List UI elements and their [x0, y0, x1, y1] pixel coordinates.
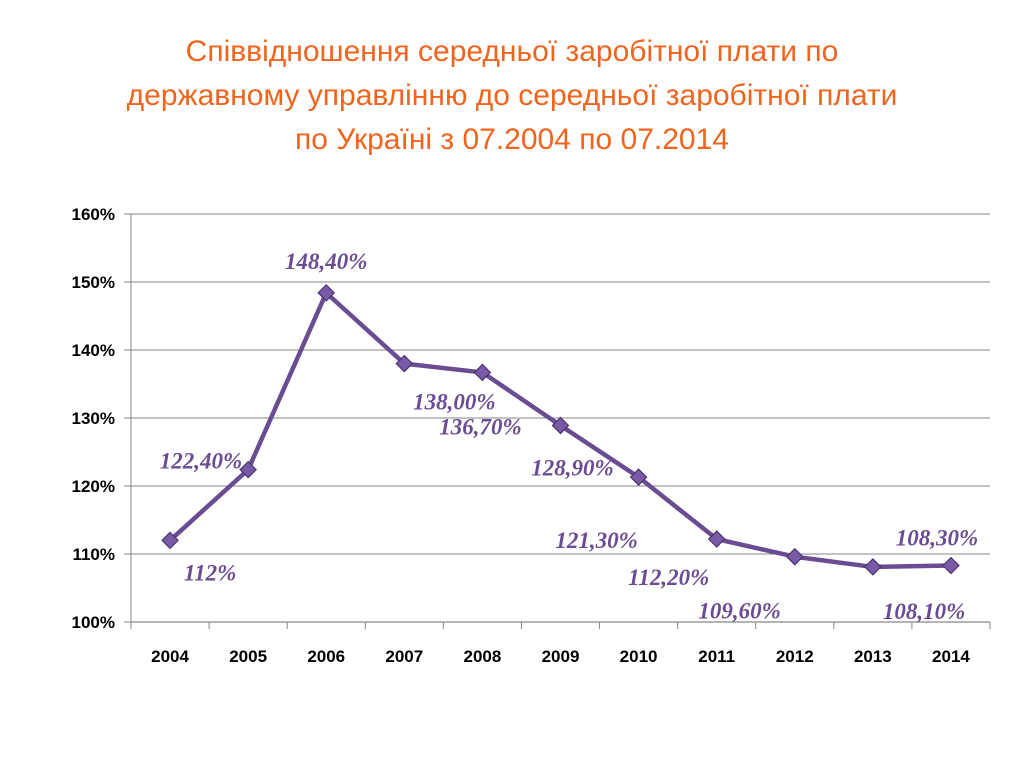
data-point-marker — [785, 547, 804, 566]
y-tick-label: 150% — [72, 273, 115, 292]
data-label: 108,30% — [896, 526, 978, 551]
chart-title-line-2: державному управлінню до середньої зароб… — [126, 79, 898, 112]
data-label: 128,90% — [531, 455, 613, 480]
x-tick-label: 2013 — [854, 647, 892, 666]
series — [161, 284, 960, 576]
x-tick-label: 2011 — [698, 647, 735, 666]
data-labels: 112% 122,40% 148,40% 138,00%136,70% 128,90% 1… — [160, 249, 978, 624]
y-tick-label: 100% — [72, 613, 115, 632]
data-label: 112% — [184, 560, 236, 585]
y-tick-label: 140% — [72, 341, 115, 360]
data-point-marker — [551, 416, 570, 435]
x-tick-label: 2012 — [776, 647, 814, 666]
chart-title-line-1: Співвідношення середньої заробітної плат… — [185, 35, 839, 68]
y-axis: 100% 110% 120% 130% 140% 150% 160% — [72, 205, 132, 632]
data-point-marker — [864, 558, 882, 576]
chart-title-line-3: по Україні з 07.2004 по 07.2014 — [295, 123, 729, 156]
data-label: 136,70% — [439, 414, 521, 439]
chart-title: Співвідношення середньої заробітної плат… — [40, 30, 984, 162]
data-point-marker — [239, 460, 257, 479]
data-point-marker — [629, 468, 648, 487]
x-tick-label: 2007 — [385, 647, 423, 666]
x-tick-label: 2010 — [620, 647, 658, 666]
data-point-marker — [473, 363, 492, 382]
data-point-marker — [161, 531, 179, 550]
data-label: 121,30% — [555, 528, 637, 553]
data-label: 109,60% — [698, 599, 780, 624]
data-label: 148,40% — [285, 249, 367, 274]
y-tick-label: 120% — [72, 477, 115, 496]
data-point-marker — [707, 530, 726, 548]
x-axis: 2004 2005 2006 2007 2008 2009 2010 2011 2012 2013… — [130, 621, 991, 666]
x-tick-label: 2009 — [542, 647, 580, 666]
x-tick-label: 2008 — [463, 647, 501, 666]
y-tick-label: 110% — [72, 545, 115, 564]
data-label: 108,10% — [883, 599, 965, 624]
data-label: 122,40% — [160, 449, 242, 474]
y-tick-label: 130% — [72, 409, 115, 428]
data-point-marker — [942, 556, 960, 575]
x-tick-label: 2006 — [307, 647, 345, 666]
x-tick-label: 2014 — [932, 647, 970, 666]
data-point-marker — [317, 284, 336, 302]
data-point-marker — [395, 354, 414, 373]
y-tick-label: 160% — [72, 205, 115, 224]
gridlines — [124, 213, 990, 623]
data-label: 138,00% — [413, 390, 495, 415]
data-label: 112,20% — [628, 565, 709, 590]
x-tick-label: 2004 — [151, 647, 189, 666]
x-tick-label: 2005 — [229, 647, 267, 666]
